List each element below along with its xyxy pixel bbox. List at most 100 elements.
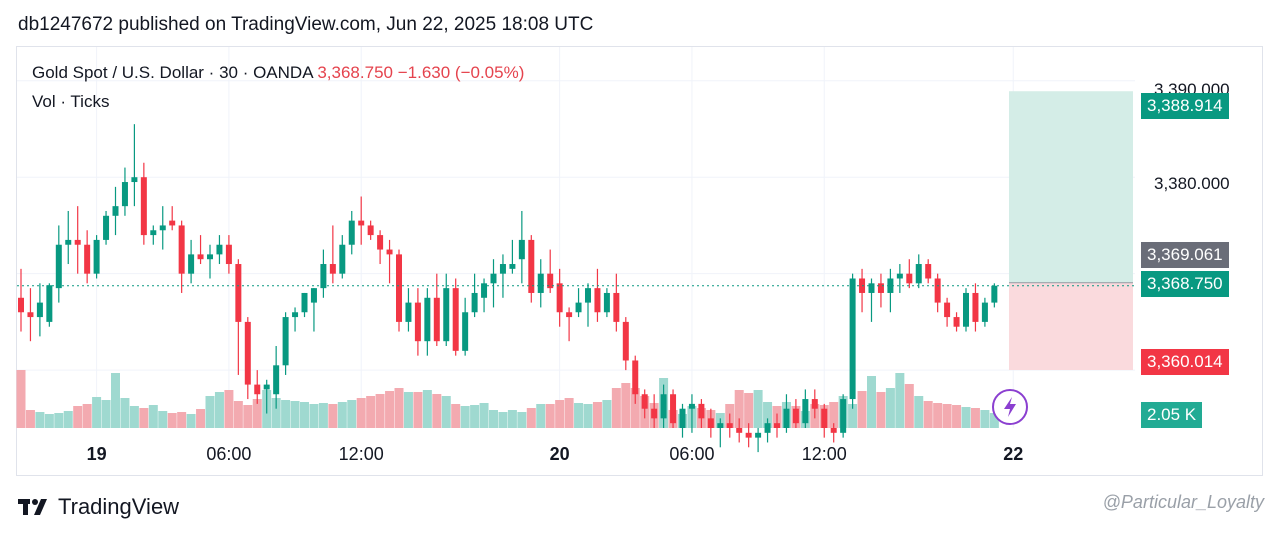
volume-bar: [120, 398, 130, 428]
candle-body: [566, 312, 573, 318]
candle-body: [348, 220, 355, 245]
candle-body: [377, 235, 384, 250]
time-tick-label: 22: [1003, 444, 1023, 464]
take-profit-label: 3,388.914: [1141, 93, 1229, 119]
volume-bar: [753, 390, 763, 428]
time-tick-label: 20: [550, 444, 570, 464]
tradingview-logo-icon: [18, 499, 47, 515]
candle-body: [963, 292, 969, 327]
volume-bar: [25, 410, 35, 428]
candle-body: [603, 292, 610, 313]
candle-body: [632, 360, 639, 395]
current-price-label: 3,368.750: [1141, 271, 1229, 297]
candle-body: [774, 423, 780, 428]
volume-bar: [111, 373, 120, 428]
candle-body: [594, 288, 601, 313]
candle-body: [339, 244, 346, 274]
volume-bar: [763, 402, 773, 428]
volume-bar: [555, 400, 565, 428]
time-tick-label: 06:00: [669, 444, 714, 464]
candle-body: [396, 254, 402, 322]
volume-bar: [970, 408, 980, 428]
volume-bar: [602, 400, 612, 428]
candle-body: [840, 399, 847, 433]
take-profit-zone: [1009, 91, 1133, 283]
candle-body: [235, 264, 242, 322]
candle-body: [518, 239, 525, 260]
tradingview-brand[interactable]: TradingView: [18, 494, 179, 520]
volume-bar: [281, 400, 291, 428]
symbol-name: Gold Spot / U.S. Dollar · 30 · OANDA: [32, 63, 313, 82]
volume-bar: [952, 405, 962, 428]
symbol-legend: Gold Spot / U.S. Dollar · 30 · OANDA 3,3…: [32, 63, 524, 83]
volume-bar: [914, 396, 924, 428]
volume-bar: [385, 391, 395, 428]
volume-bar: [337, 402, 347, 428]
candle-body: [953, 317, 960, 327]
volume-bar: [413, 392, 423, 428]
candle-body: [811, 399, 818, 409]
candle-body: [188, 254, 195, 274]
volume-bar: [451, 404, 461, 428]
candle-body: [244, 321, 251, 385]
volume-bar: [536, 404, 546, 428]
volume-bar: [611, 388, 621, 428]
volume-bar: [16, 370, 26, 428]
time-tick-label: 06:00: [206, 444, 251, 464]
candle-body: [93, 239, 100, 274]
volume-bar: [271, 398, 281, 428]
candle-body: [36, 302, 43, 318]
volume-bar: [375, 394, 385, 428]
volume-bar: [82, 404, 92, 428]
candle-body: [405, 302, 412, 322]
volume-bar: [347, 400, 357, 428]
position-zones: [1009, 91, 1133, 370]
candle-body: [868, 283, 875, 293]
candle-body: [18, 297, 24, 313]
price-lines: [17, 282, 1135, 287]
volume-bar: [923, 401, 933, 428]
candle-body: [821, 408, 828, 428]
candle-body: [310, 288, 317, 303]
volume-bar: [507, 410, 517, 428]
volume-bar: [44, 414, 54, 428]
volume-bar: [460, 406, 470, 428]
volume-bar: [54, 413, 64, 428]
candle-body: [698, 403, 705, 419]
candle-body: [55, 244, 62, 289]
candle-body: [46, 285, 53, 322]
candle-body: [159, 225, 166, 231]
candle-body: [575, 302, 582, 313]
volume-bar: [942, 404, 952, 428]
volume-bar: [139, 408, 149, 428]
volume-bar: [734, 390, 744, 428]
candle-body: [783, 408, 790, 428]
volume-bar: [403, 392, 413, 428]
candle-body: [103, 215, 110, 240]
candle-body: [150, 230, 157, 236]
candle-body: [358, 220, 365, 226]
stop-loss-label: 3,360.014: [1141, 349, 1229, 375]
volume-bar: [829, 402, 839, 428]
volume-bar: [366, 396, 376, 428]
candle-body: [27, 312, 34, 318]
candle-body: [292, 312, 299, 318]
candle-body: [679, 408, 686, 428]
volume-bar: [564, 398, 574, 428]
last-price: 3,368.750: [317, 63, 393, 82]
candle-body: [207, 254, 213, 260]
candle-body: [944, 302, 951, 318]
candle-body: [792, 408, 799, 424]
candle-body: [216, 244, 223, 255]
volume-bar: [92, 397, 102, 428]
candle-body: [896, 273, 903, 279]
time-axis: 19 06:00 12:00 20 06:00 12:00 22: [87, 444, 1024, 464]
candle-body: [481, 283, 488, 298]
candle-body: [121, 182, 128, 207]
lightning-icon[interactable]: [992, 389, 1028, 425]
candle-body: [197, 254, 204, 260]
candle-body: [972, 292, 979, 322]
candle-body: [282, 317, 289, 366]
candle-body: [707, 418, 714, 428]
